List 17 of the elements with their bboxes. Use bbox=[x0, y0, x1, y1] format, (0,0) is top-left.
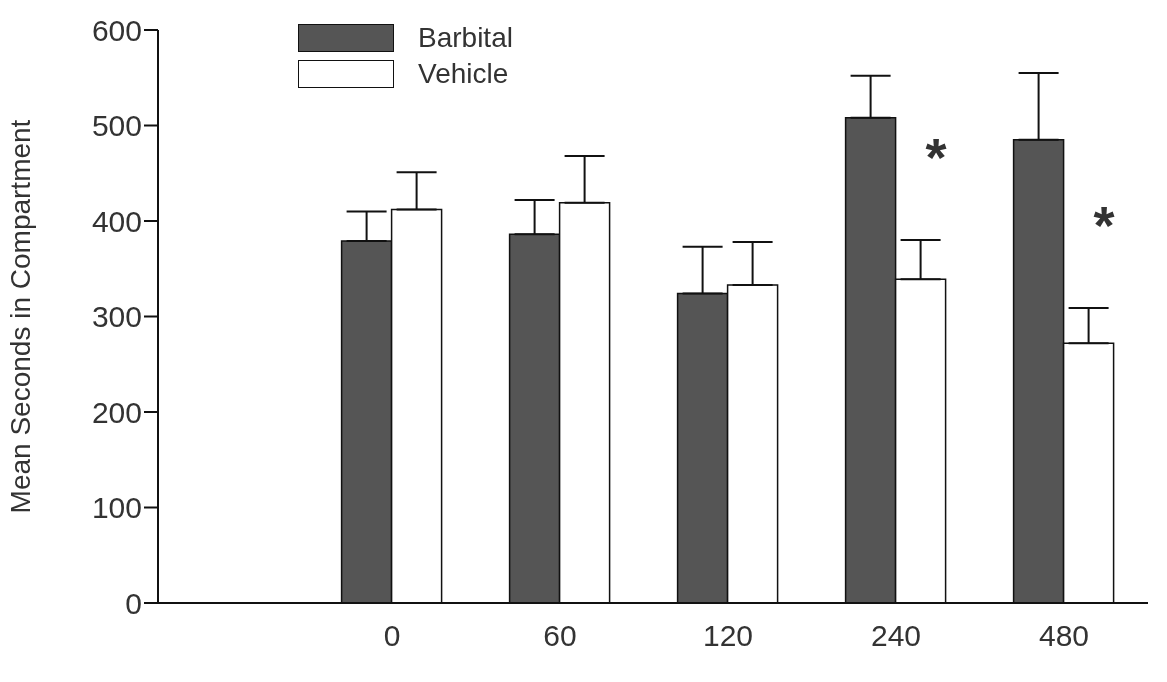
annotation: * bbox=[1093, 194, 1115, 255]
x-tick-label: 120 bbox=[702, 619, 754, 653]
x-tick-label: 0 bbox=[383, 619, 401, 653]
legend-label: Vehicle bbox=[418, 58, 509, 90]
y-tick-label: 200 bbox=[91, 395, 142, 429]
y-tick-label: 400 bbox=[91, 204, 142, 238]
x-tick-label: 480 bbox=[1038, 619, 1090, 653]
x-tick-label: 60 bbox=[543, 619, 577, 653]
y-tick-label: 300 bbox=[91, 300, 142, 334]
y-tick-label: 600 bbox=[91, 13, 142, 47]
y-tick-label: 500 bbox=[91, 109, 142, 143]
annotation: * bbox=[925, 126, 947, 187]
y-axis-title: Mean Seconds in Compartment bbox=[4, 119, 36, 514]
y-tick-label: 100 bbox=[91, 491, 142, 525]
legend-label: Barbital bbox=[418, 22, 513, 54]
y-tick-label: 0 bbox=[125, 586, 142, 620]
x-tick-label: 240 bbox=[870, 619, 922, 653]
